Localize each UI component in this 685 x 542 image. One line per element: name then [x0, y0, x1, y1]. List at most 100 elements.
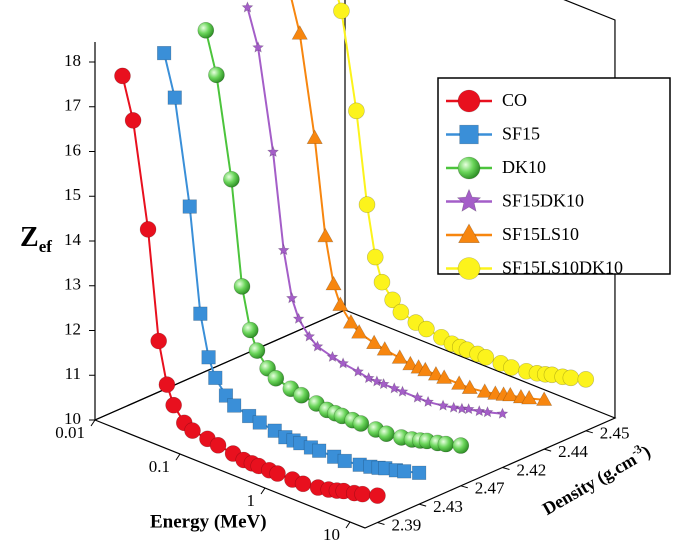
marker	[209, 437, 227, 454]
legend-label: SF15LS10DK10	[502, 258, 623, 278]
z-tick-label: 2.39	[391, 515, 421, 534]
marker	[412, 465, 427, 480]
marker	[267, 145, 280, 158]
z-tick-label: 2.42	[516, 460, 546, 479]
marker	[496, 407, 509, 419]
marker	[447, 401, 460, 413]
z-tick	[460, 485, 468, 489]
x-tick	[175, 453, 181, 461]
marker	[354, 485, 371, 503]
marker	[358, 196, 376, 213]
series	[333, 0, 595, 388]
marker	[157, 46, 172, 61]
y-label-main: Z	[20, 222, 39, 253]
marker	[269, 465, 286, 482]
x-tick-label: 1	[247, 491, 256, 510]
marker	[184, 422, 201, 439]
y-tick-label: 11	[65, 364, 81, 383]
marker	[124, 112, 142, 129]
marker	[437, 435, 455, 453]
marker	[208, 66, 225, 84]
marker	[352, 365, 365, 377]
marker	[248, 342, 266, 359]
series	[157, 46, 427, 480]
marker	[291, 25, 308, 40]
marker	[459, 124, 479, 145]
marker	[351, 324, 368, 339]
marker	[473, 404, 486, 417]
series	[241, 1, 509, 419]
marker	[241, 1, 254, 13]
marker	[252, 415, 267, 430]
marker	[481, 405, 494, 418]
marker	[384, 291, 401, 309]
z-tick-label: 2.44	[558, 442, 588, 461]
legend-label: SF15	[502, 124, 540, 144]
marker	[311, 340, 324, 352]
marker	[223, 170, 240, 188]
marker	[451, 375, 468, 390]
x-tick	[90, 419, 96, 427]
marker	[402, 355, 419, 371]
z-tick-label: 2.47	[475, 479, 505, 498]
marker	[325, 275, 342, 291]
series	[290, 0, 553, 406]
z-tick	[543, 448, 552, 452]
y-tick-label: 10	[64, 409, 81, 428]
marker	[158, 376, 176, 393]
marker	[391, 349, 408, 364]
marker	[312, 443, 327, 458]
marker	[337, 357, 350, 369]
marker	[521, 389, 538, 405]
x-tick-label: 0.1	[149, 457, 170, 476]
marker	[411, 391, 424, 403]
marker	[326, 350, 339, 363]
marker	[427, 365, 445, 381]
marker	[267, 369, 285, 387]
marker	[452, 437, 470, 454]
marker	[461, 379, 478, 394]
marker	[417, 361, 434, 377]
z-tick-label: 2.45	[600, 424, 630, 443]
y-tick-label: 18	[64, 51, 81, 70]
marker	[292, 312, 305, 324]
marker	[477, 348, 495, 366]
marker	[456, 188, 482, 212]
marker	[294, 475, 312, 493]
marker	[377, 377, 390, 390]
z-tick	[377, 522, 385, 525]
marker	[462, 402, 475, 415]
marker	[208, 370, 223, 385]
marker	[241, 321, 259, 339]
marker	[293, 386, 310, 404]
series	[197, 21, 470, 454]
marker	[369, 487, 386, 504]
marker	[233, 278, 251, 295]
z-tick	[418, 503, 427, 507]
x-tick-label: 10	[323, 525, 340, 542]
marker	[193, 306, 208, 321]
x-tick-label: 0.01	[55, 423, 85, 442]
marker	[370, 375, 383, 387]
marker	[457, 156, 481, 180]
marker	[333, 2, 350, 20]
marker	[457, 257, 481, 280]
marker	[348, 102, 365, 120]
y-tick-label: 14	[64, 230, 82, 249]
marker	[397, 464, 412, 479]
marker	[285, 291, 298, 304]
marker	[366, 248, 384, 266]
marker	[252, 41, 265, 53]
x-tick	[345, 521, 351, 529]
marker	[418, 320, 435, 338]
marker	[458, 223, 480, 243]
marker	[277, 243, 290, 256]
marker	[376, 340, 393, 356]
y-tick-label: 12	[64, 319, 81, 338]
marker	[503, 359, 520, 376]
marker	[306, 129, 323, 145]
marker	[396, 385, 409, 397]
marker	[332, 296, 349, 311]
marker	[577, 371, 595, 388]
